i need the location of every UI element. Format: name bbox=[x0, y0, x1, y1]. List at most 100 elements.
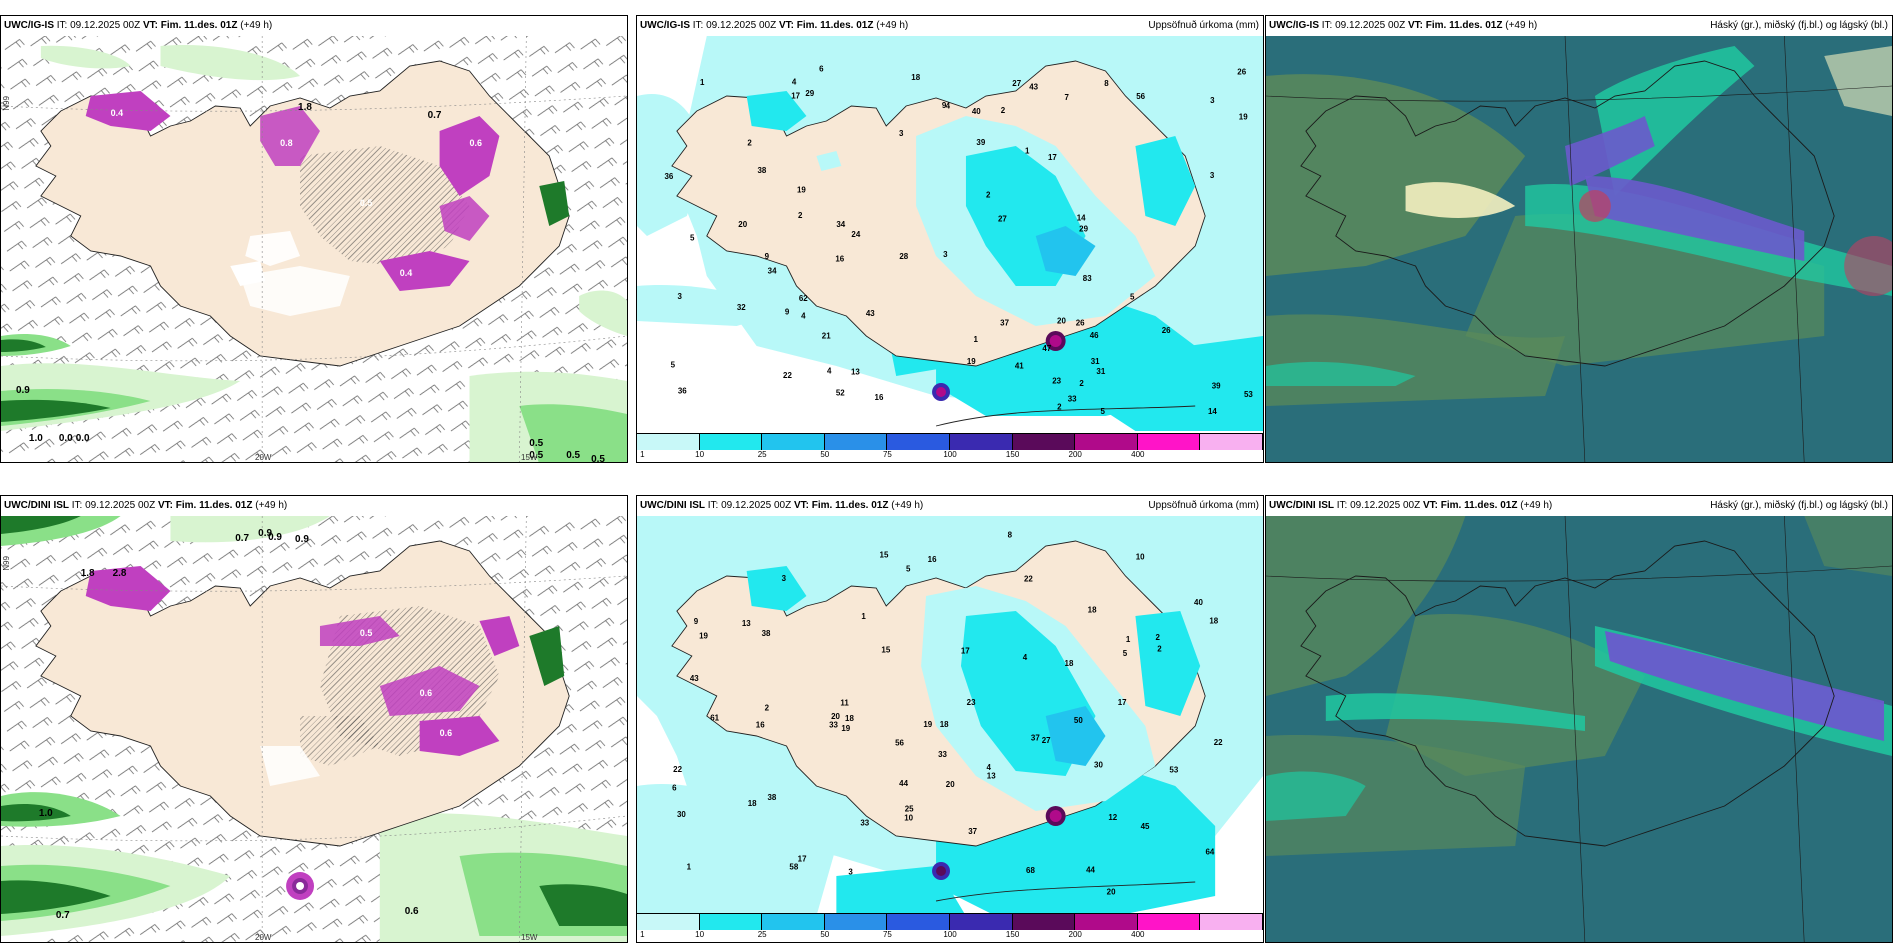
precip-value-label: 34 bbox=[768, 267, 777, 276]
svg-text:0.0: 0.0 bbox=[59, 433, 73, 444]
panel-top-left-wind-snow: UWC/IG-IS IT: 09.12.2025 00Z VT: Fim. 11… bbox=[0, 15, 628, 463]
precip-value-label: 3 bbox=[1210, 171, 1215, 180]
precip-value-label: 8 bbox=[1104, 79, 1109, 88]
precip-value-label: 40 bbox=[1194, 598, 1203, 607]
colorbar-label: 1 bbox=[640, 450, 645, 459]
panel-header: UWC/DINI ISL IT: 09.12.2025 00Z VT: Fim.… bbox=[1266, 496, 1892, 516]
colorbar-label: 75 bbox=[882, 930, 892, 939]
colorbar-cell bbox=[1075, 434, 1138, 450]
svg-text:0.9: 0.9 bbox=[16, 385, 30, 396]
vt-label: VT: bbox=[793, 500, 809, 511]
map-area: 0.7 0.9 0.9 0.9 1.0 0.7 0.6 2.8 1.8 0.5 … bbox=[1, 516, 627, 942]
model-name: UWC/DINI ISL bbox=[1269, 500, 1334, 511]
panel-bottom-middle-precip: UWC/DINI ISL IT: 09.12.2025 00Z VT: Fim.… bbox=[636, 495, 1264, 943]
svg-text:0.4: 0.4 bbox=[111, 108, 123, 118]
precip-value-label: 21 bbox=[822, 331, 831, 340]
vt-label: VT: bbox=[1422, 500, 1438, 511]
colorbar-cell bbox=[887, 914, 950, 930]
colorbar-label: 25 bbox=[757, 450, 767, 459]
precip-value-label: 32 bbox=[737, 303, 746, 312]
map-area bbox=[1266, 36, 1892, 462]
precip-value-label: 39 bbox=[1212, 381, 1221, 390]
precip-value-label: 20 bbox=[831, 712, 840, 721]
precip-value-label: 10 bbox=[904, 814, 913, 823]
valid-time: Fim. 11.des. 01Z bbox=[175, 500, 253, 511]
precip-value-label: 14 bbox=[1208, 407, 1217, 416]
precip-value-label: 38 bbox=[767, 793, 776, 802]
colorbar-label: 150 bbox=[1005, 930, 1020, 939]
colorbar-cell bbox=[1137, 914, 1201, 930]
vt-label: VT: bbox=[157, 500, 173, 511]
colorbar-cell bbox=[1200, 914, 1263, 930]
precip-value-label: 58 bbox=[789, 863, 798, 872]
panel-bottom-right-clouds: UWC/DINI ISL IT: 09.12.2025 00Z VT: Fim.… bbox=[1265, 495, 1893, 943]
precip-value-label: 19 bbox=[1239, 112, 1248, 121]
model-name: UWC/IG-IS bbox=[4, 20, 54, 31]
lead-time: (+49 h) bbox=[1520, 500, 1553, 511]
colorbar-label: 200 bbox=[1068, 450, 1082, 459]
precip-value-label: 22 bbox=[783, 371, 792, 380]
svg-text:0.5: 0.5 bbox=[360, 198, 372, 208]
vt-label: VT: bbox=[1407, 20, 1423, 31]
precip-value-label: 62 bbox=[799, 294, 808, 303]
precip-value-label: 13 bbox=[742, 619, 751, 628]
model-name: UWC/IG-IS bbox=[640, 20, 690, 31]
colorbar-cell bbox=[824, 914, 888, 930]
lat-66n-label: 66N bbox=[1, 556, 10, 571]
model-name: UWC/IG-IS bbox=[1269, 20, 1319, 31]
lat-66n-label: 66N bbox=[1, 96, 10, 111]
precip-value-label: 1 bbox=[700, 78, 705, 87]
precip-value-label: 30 bbox=[677, 810, 686, 819]
precip-value-label: 18 bbox=[940, 720, 949, 729]
precip-value-label: 2 bbox=[1057, 402, 1062, 411]
precip-value-label: 9 bbox=[785, 307, 790, 316]
precip-value-label: 28 bbox=[899, 252, 908, 261]
precip-value-label: 12 bbox=[1108, 813, 1117, 822]
precip-value-label: 7 bbox=[1065, 93, 1070, 102]
precip-value-label: 20 bbox=[1107, 888, 1116, 897]
precip-value-label: 1 bbox=[687, 862, 692, 871]
svg-text:0.7: 0.7 bbox=[235, 533, 249, 544]
precip-value-label: 4 bbox=[1023, 653, 1028, 662]
svg-text:0.5: 0.5 bbox=[529, 450, 543, 461]
precip-value-label: 83 bbox=[1083, 274, 1092, 283]
precip-value-label: 2 bbox=[765, 703, 770, 712]
precip-value-label: 17 bbox=[798, 855, 807, 864]
precip-value-label: 18 bbox=[1065, 659, 1074, 668]
lon-20w-label: 20W bbox=[255, 933, 272, 942]
colorbar-cell bbox=[637, 914, 700, 930]
colorbar-label: 400 bbox=[1131, 450, 1145, 459]
precip-value-label: 36 bbox=[678, 386, 687, 395]
precip-colorbar: 1 10 25 50 75 100 150 200 400 bbox=[637, 433, 1263, 462]
colorbar-label: 50 bbox=[820, 930, 830, 939]
precip-value-label: 33 bbox=[860, 818, 869, 827]
colorbar-cell bbox=[1075, 914, 1138, 930]
precip-value-label: 43 bbox=[1029, 83, 1038, 92]
precip-value-label: 38 bbox=[758, 166, 767, 175]
svg-text:0.6: 0.6 bbox=[440, 728, 452, 738]
panel-bottom-left-wind-snow: UWC/DINI ISL IT: 09.12.2025 00Z VT: Fim.… bbox=[0, 495, 628, 943]
precip-value-label: 19 bbox=[841, 724, 850, 733]
precip-value-label: 3 bbox=[943, 250, 948, 259]
colorbar-cell bbox=[1012, 434, 1076, 450]
precip-value-label: 13 bbox=[851, 367, 860, 376]
precip-value-label: 56 bbox=[1136, 92, 1145, 101]
precip-value-label: 18 bbox=[748, 799, 757, 808]
svg-text:1.0: 1.0 bbox=[29, 433, 43, 444]
precip-value-label: 2 bbox=[986, 191, 991, 200]
wind-snow-map: 0.7 0.9 0.9 0.9 1.0 0.7 0.6 2.8 1.8 0.5 … bbox=[1, 516, 627, 942]
init-time: 09.12.2025 00Z bbox=[1335, 20, 1406, 31]
lon-15w-label: 15W bbox=[521, 933, 538, 942]
precip-value-label: 27 bbox=[998, 214, 1007, 223]
map-area: 0.9 1.0 0.0 0.0 0.5 0.5 0.5 0.5 0.7 1.8 … bbox=[1, 36, 627, 462]
precip-value-label: 31 bbox=[1096, 367, 1105, 376]
precip-value-label: 17 bbox=[1118, 698, 1127, 707]
colorbar-label: 200 bbox=[1068, 930, 1082, 939]
precip-value-label: 37 bbox=[968, 827, 977, 836]
precip-value-label: 18 bbox=[845, 714, 854, 723]
precip-value-label: 11 bbox=[840, 699, 849, 708]
precip-value-label: 5 bbox=[690, 233, 695, 242]
svg-text:0.0: 0.0 bbox=[76, 433, 90, 444]
panel-header: UWC/IG-IS IT: 09.12.2025 00Z VT: Fim. 11… bbox=[1266, 16, 1892, 36]
precip-value-label: 19 bbox=[967, 357, 976, 366]
